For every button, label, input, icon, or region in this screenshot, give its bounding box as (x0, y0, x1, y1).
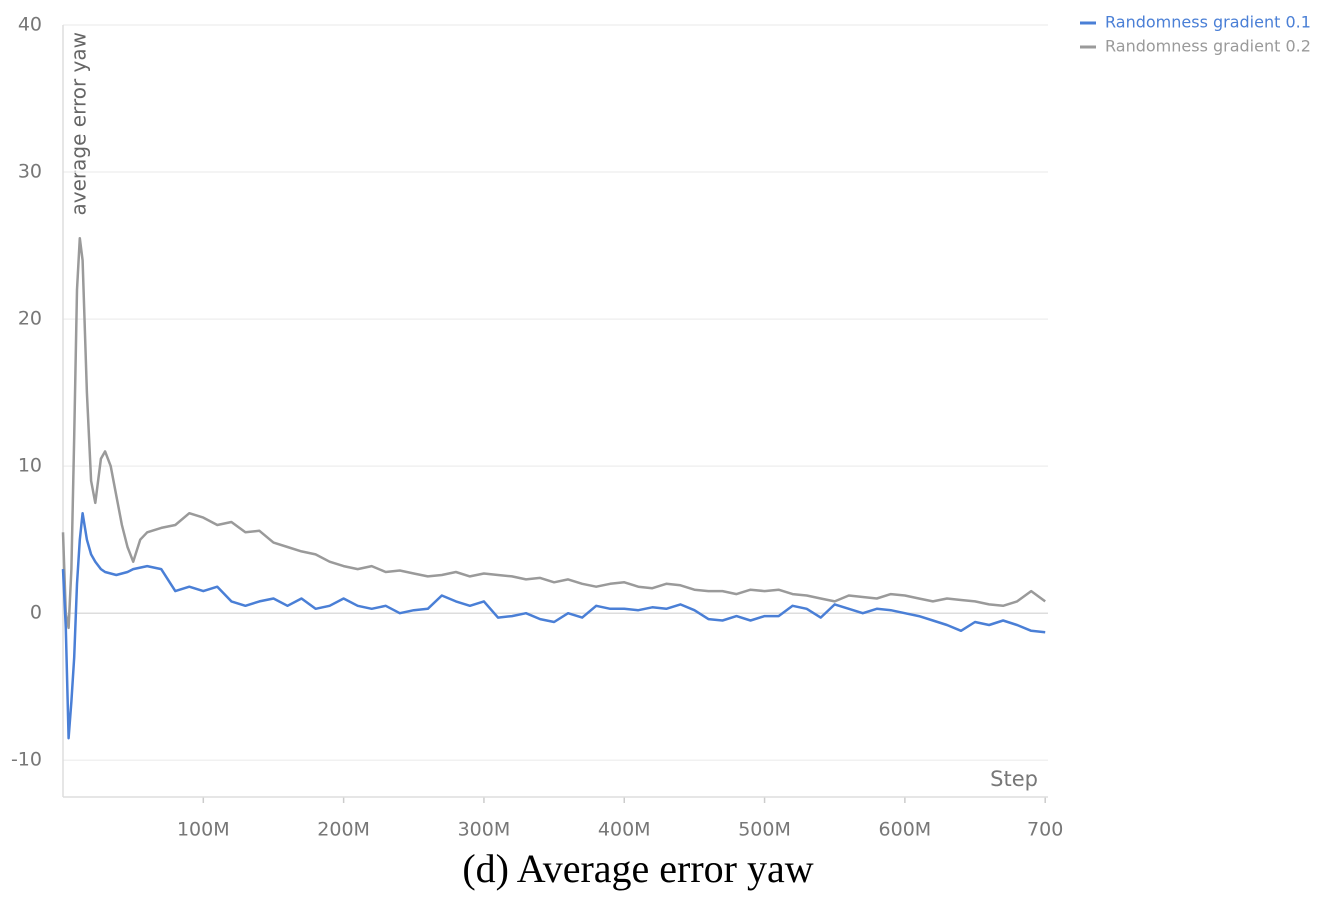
y-tick-label: 40 (18, 14, 42, 36)
x-tick-label: 100M (177, 819, 230, 841)
x-tick-label: 400M (598, 819, 651, 841)
y-tick-label: 20 (18, 308, 42, 330)
series-line (61, 236, 1046, 630)
y-tick-label: 10 (18, 455, 42, 477)
y-axis-title: average error yaw (67, 32, 91, 215)
caption: (d) Average error yaw (462, 846, 813, 891)
x-tick-label: 300M (458, 819, 511, 841)
y-tick-label: 0 (30, 602, 42, 624)
x-axis-title: Step (990, 767, 1038, 791)
x-tick-label: 500M (738, 819, 791, 841)
y-tick-label: -10 (11, 749, 42, 771)
x-tick-label: 200M (317, 819, 370, 841)
x-tick-label: 700 (1027, 819, 1063, 841)
y-tick-label: 30 (18, 161, 42, 183)
x-tick-label: 600M (879, 819, 932, 841)
series-line (61, 511, 1046, 740)
legend-label: Randomness gradient 0.2 (1105, 37, 1311, 56)
legend-label: Randomness gradient 0.1 (1105, 13, 1311, 32)
